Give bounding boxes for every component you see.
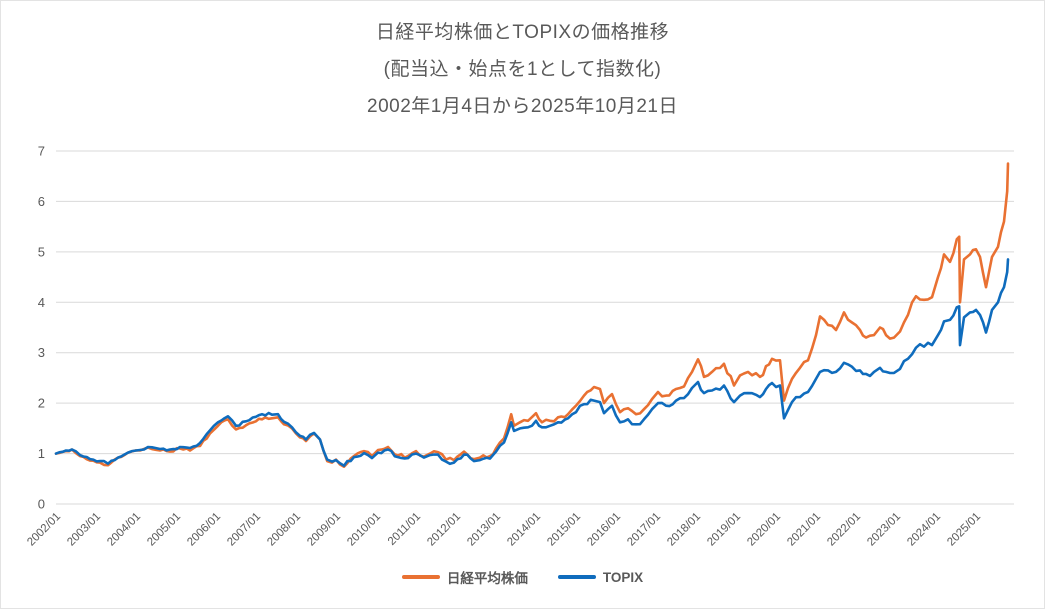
chart-title-line-3: 2002年1月4日から2025年10月21日 [367, 96, 678, 117]
nikkei-line-swatch [401, 575, 440, 579]
x-axis-label: 2023/01 [865, 511, 903, 549]
x-axis-label: 2016/01 [585, 511, 623, 549]
x-axis-label: 2012/01 [425, 511, 463, 549]
x-axis-label: 2017/01 [625, 511, 663, 549]
chart-legend: 日経平均株価 TOPIX [1, 567, 1044, 587]
x-axis-label: 2009/01 [305, 511, 343, 549]
x-axis-label: 2021/01 [785, 511, 823, 549]
y-axis-label: 4 [38, 295, 45, 310]
y-axis-label: 0 [38, 497, 45, 512]
legend-label-nikkei: 日経平均株価 [446, 571, 528, 586]
x-axis-label: 2024/01 [905, 511, 943, 549]
x-axis-label: 2008/01 [265, 511, 303, 549]
x-axis-label: 2014/01 [505, 511, 543, 549]
x-axis-label: 2003/01 [65, 511, 103, 549]
y-axis-label: 2 [38, 396, 45, 411]
y-axis-label: 6 [38, 194, 45, 209]
x-axis-label: 2020/01 [745, 511, 783, 549]
y-axis-label: 3 [38, 345, 45, 360]
x-axis-label: 2005/01 [145, 511, 183, 549]
x-axis-label: 2022/01 [825, 511, 863, 549]
y-axis-label: 7 [38, 144, 45, 159]
x-axis-label: 2007/01 [225, 511, 263, 549]
topix-line-swatch [557, 575, 596, 579]
x-axis-label: 2013/01 [465, 511, 503, 549]
y-axis-label: 1 [38, 446, 45, 461]
legend-item-nikkei: 日経平均株価 [401, 567, 528, 587]
chart-title-line-1: 日経平均株価とTOPIXの価格推移 [375, 22, 670, 43]
x-axis-label: 2006/01 [185, 511, 223, 549]
x-axis-label: 2015/01 [545, 511, 583, 549]
chart-title: 日経平均株価とTOPIXの価格推移 (配当込・始点を1として指数化) 2002年… [1, 14, 1044, 125]
x-axis-label: 2011/01 [386, 511, 423, 548]
x-axis-label: 2004/01 [105, 511, 143, 549]
x-axis-label: 2019/01 [705, 511, 743, 549]
x-axis-label: 2002/01 [25, 511, 63, 549]
chart-title-line-2: (配当込・始点を1として指数化) [383, 59, 662, 80]
x-axis-label: 2018/01 [665, 511, 703, 549]
legend-label-topix: TOPIX [602, 569, 644, 585]
topix-line [54, 258, 1010, 467]
x-axis-label: 2010/01 [345, 511, 383, 549]
y-axis-label: 5 [38, 244, 45, 259]
legend-item-topix: TOPIX [557, 569, 644, 585]
nikkei-line [54, 162, 1010, 468]
x-axis-label: 2025/01 [945, 511, 983, 549]
